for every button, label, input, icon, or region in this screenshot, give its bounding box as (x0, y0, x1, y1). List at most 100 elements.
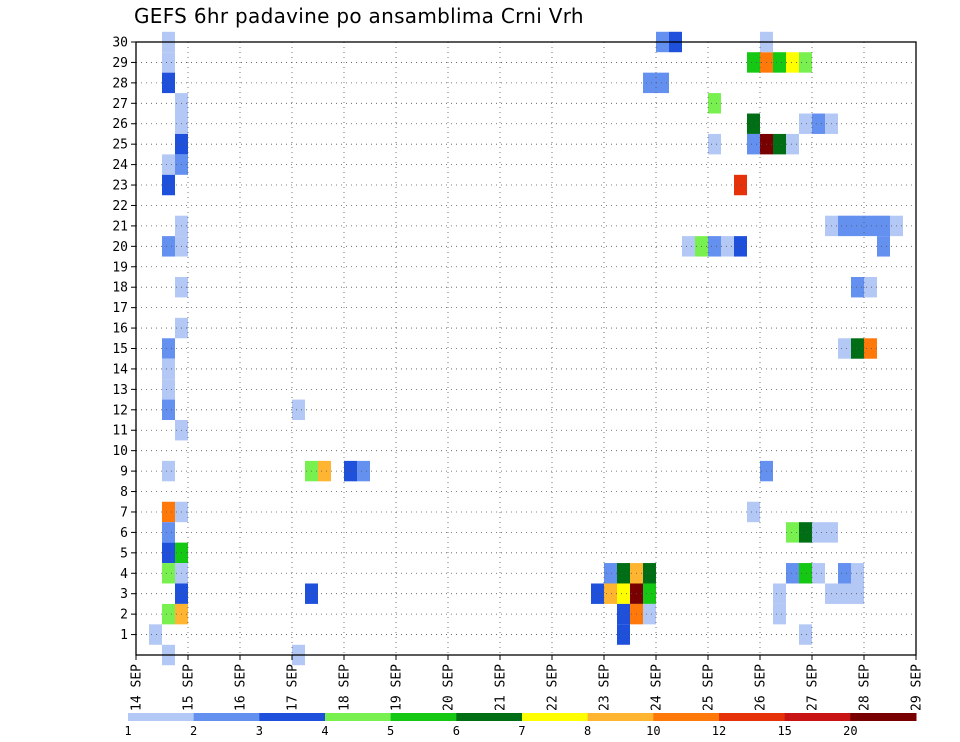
y-tick-label: 30 (112, 36, 128, 51)
y-tick-label: 22 (112, 199, 128, 214)
heatmap-cell (786, 52, 799, 73)
colorbar-swatch (719, 713, 786, 721)
heatmap-cell (838, 583, 851, 604)
x-tick-label: 18 SEP (338, 664, 353, 711)
heatmap-cell (604, 583, 617, 604)
y-tick-label: 8 (120, 485, 128, 500)
heatmap-cell (708, 236, 721, 257)
y-tick-label: 25 (112, 138, 128, 153)
heatmap-cell (708, 93, 721, 114)
colorbar-swatch (587, 713, 654, 721)
heatmap-cell (682, 236, 695, 257)
heatmap-cell (162, 399, 175, 421)
heatmap-cell (617, 603, 630, 625)
heatmap-cell (162, 563, 175, 584)
heatmap-cell (877, 236, 890, 257)
colorbar-swatch (128, 713, 195, 721)
heatmap-cell (734, 174, 747, 196)
heatmap-cell (786, 133, 799, 155)
heatmap-cell (617, 624, 630, 645)
heatmap-cell (812, 113, 825, 134)
colorbar-label: 8 (584, 724, 591, 738)
heatmap-cell (838, 338, 851, 359)
x-tick-label: 26 SEP (754, 664, 769, 711)
y-tick-label: 20 (112, 240, 128, 255)
heatmap-cell (864, 215, 877, 237)
colorbar-swatch (390, 713, 457, 721)
heatmap-cell (617, 563, 630, 584)
heatmap-cell (344, 460, 357, 482)
heatmap-cell (591, 583, 604, 604)
colorbar-label: 7 (518, 724, 525, 738)
y-tick-label: 27 (112, 97, 128, 112)
y-tick-label: 2 (120, 608, 128, 623)
y-tick-label: 21 (112, 219, 128, 234)
colorbar-label: 2 (190, 724, 197, 738)
x-tick-label: 28 SEP (858, 664, 873, 711)
heatmap-cell (643, 583, 656, 604)
heatmap-cell (162, 460, 175, 482)
colorbar-label: 15 (777, 724, 791, 738)
heatmap-cell (162, 72, 175, 94)
heatmap-cell (149, 624, 162, 645)
colorbar-label: 4 (321, 724, 328, 738)
heatmap-cell (877, 215, 890, 237)
heatmap-cell (851, 276, 864, 298)
y-tick-label: 1 (120, 628, 128, 643)
y-tick-label: 16 (112, 322, 128, 337)
colorbar: 1 2 3 4 5 6 7 8 10 12 15 20 (124, 713, 917, 738)
y-tick-label: 28 (112, 76, 128, 91)
x-tick-label: 27 SEP (806, 664, 821, 711)
grid-lines (136, 42, 916, 655)
x-tick-label: 15 SEP (182, 664, 197, 711)
heatmap-cell (721, 236, 734, 257)
heatmap-cell (292, 399, 305, 421)
y-tick-label: 29 (112, 56, 128, 71)
y-tick-label: 5 (120, 546, 128, 561)
heatmap-cell (357, 460, 370, 482)
y-tick-label: 7 (120, 505, 128, 520)
heatmap-cell (747, 52, 760, 73)
heatmap-cell (747, 133, 760, 155)
y-tick-label: 15 (112, 342, 128, 357)
heatmap-cell (851, 583, 864, 604)
x-axis-ticks: 14 SEP 15 SEP 16 SEP 17 SEP 18 SEP 19 SEP 20 S… (130, 655, 925, 711)
colorbar-label: 5 (387, 724, 394, 738)
heatmap-cell (812, 563, 825, 584)
heatmap-cell (773, 583, 786, 604)
heatmap-cell (864, 276, 877, 298)
y-tick-label: 17 (112, 301, 128, 316)
heatmap-cell (162, 522, 175, 543)
x-tick-label: 23 SEP (598, 664, 613, 711)
x-tick-label: 17 SEP (286, 664, 301, 711)
heatmap-cell (162, 338, 175, 359)
y-tick-label: 13 (112, 383, 128, 398)
heatmap-cell (786, 522, 799, 543)
colorbar-swatch (784, 713, 851, 721)
heatmap-cell (773, 52, 786, 73)
y-tick-label: 3 (120, 587, 128, 602)
y-tick-label: 23 (112, 179, 128, 194)
heatmap-cell (617, 583, 630, 604)
y-tick-label: 26 (112, 117, 128, 132)
y-tick-label: 19 (112, 260, 128, 275)
y-tick-label: 24 (112, 158, 128, 173)
heatmap-cell (773, 603, 786, 625)
colorbar-swatch (522, 713, 589, 721)
colorbar-swatch (850, 713, 917, 721)
heatmap-cell (643, 72, 656, 94)
y-axis-ticks: 1234567891011121314151617181920212223242… (112, 36, 136, 643)
heatmap-cell (799, 563, 812, 584)
x-tick-label: 20 SEP (442, 664, 457, 711)
colorbar-label: 10 (646, 724, 660, 738)
x-tick-label: 24 SEP (650, 664, 665, 711)
heatmap-cell (643, 563, 656, 584)
heatmap-cell (162, 603, 175, 625)
chart-title: GEFS 6hr padavine po ansamblima Crni Vrh (134, 4, 584, 28)
heatmap-cell (799, 113, 812, 134)
heatmap-cell (851, 563, 864, 584)
heatmap-cell (162, 154, 175, 175)
heatmap-cell (162, 358, 175, 380)
heatmap-cell (162, 501, 175, 523)
